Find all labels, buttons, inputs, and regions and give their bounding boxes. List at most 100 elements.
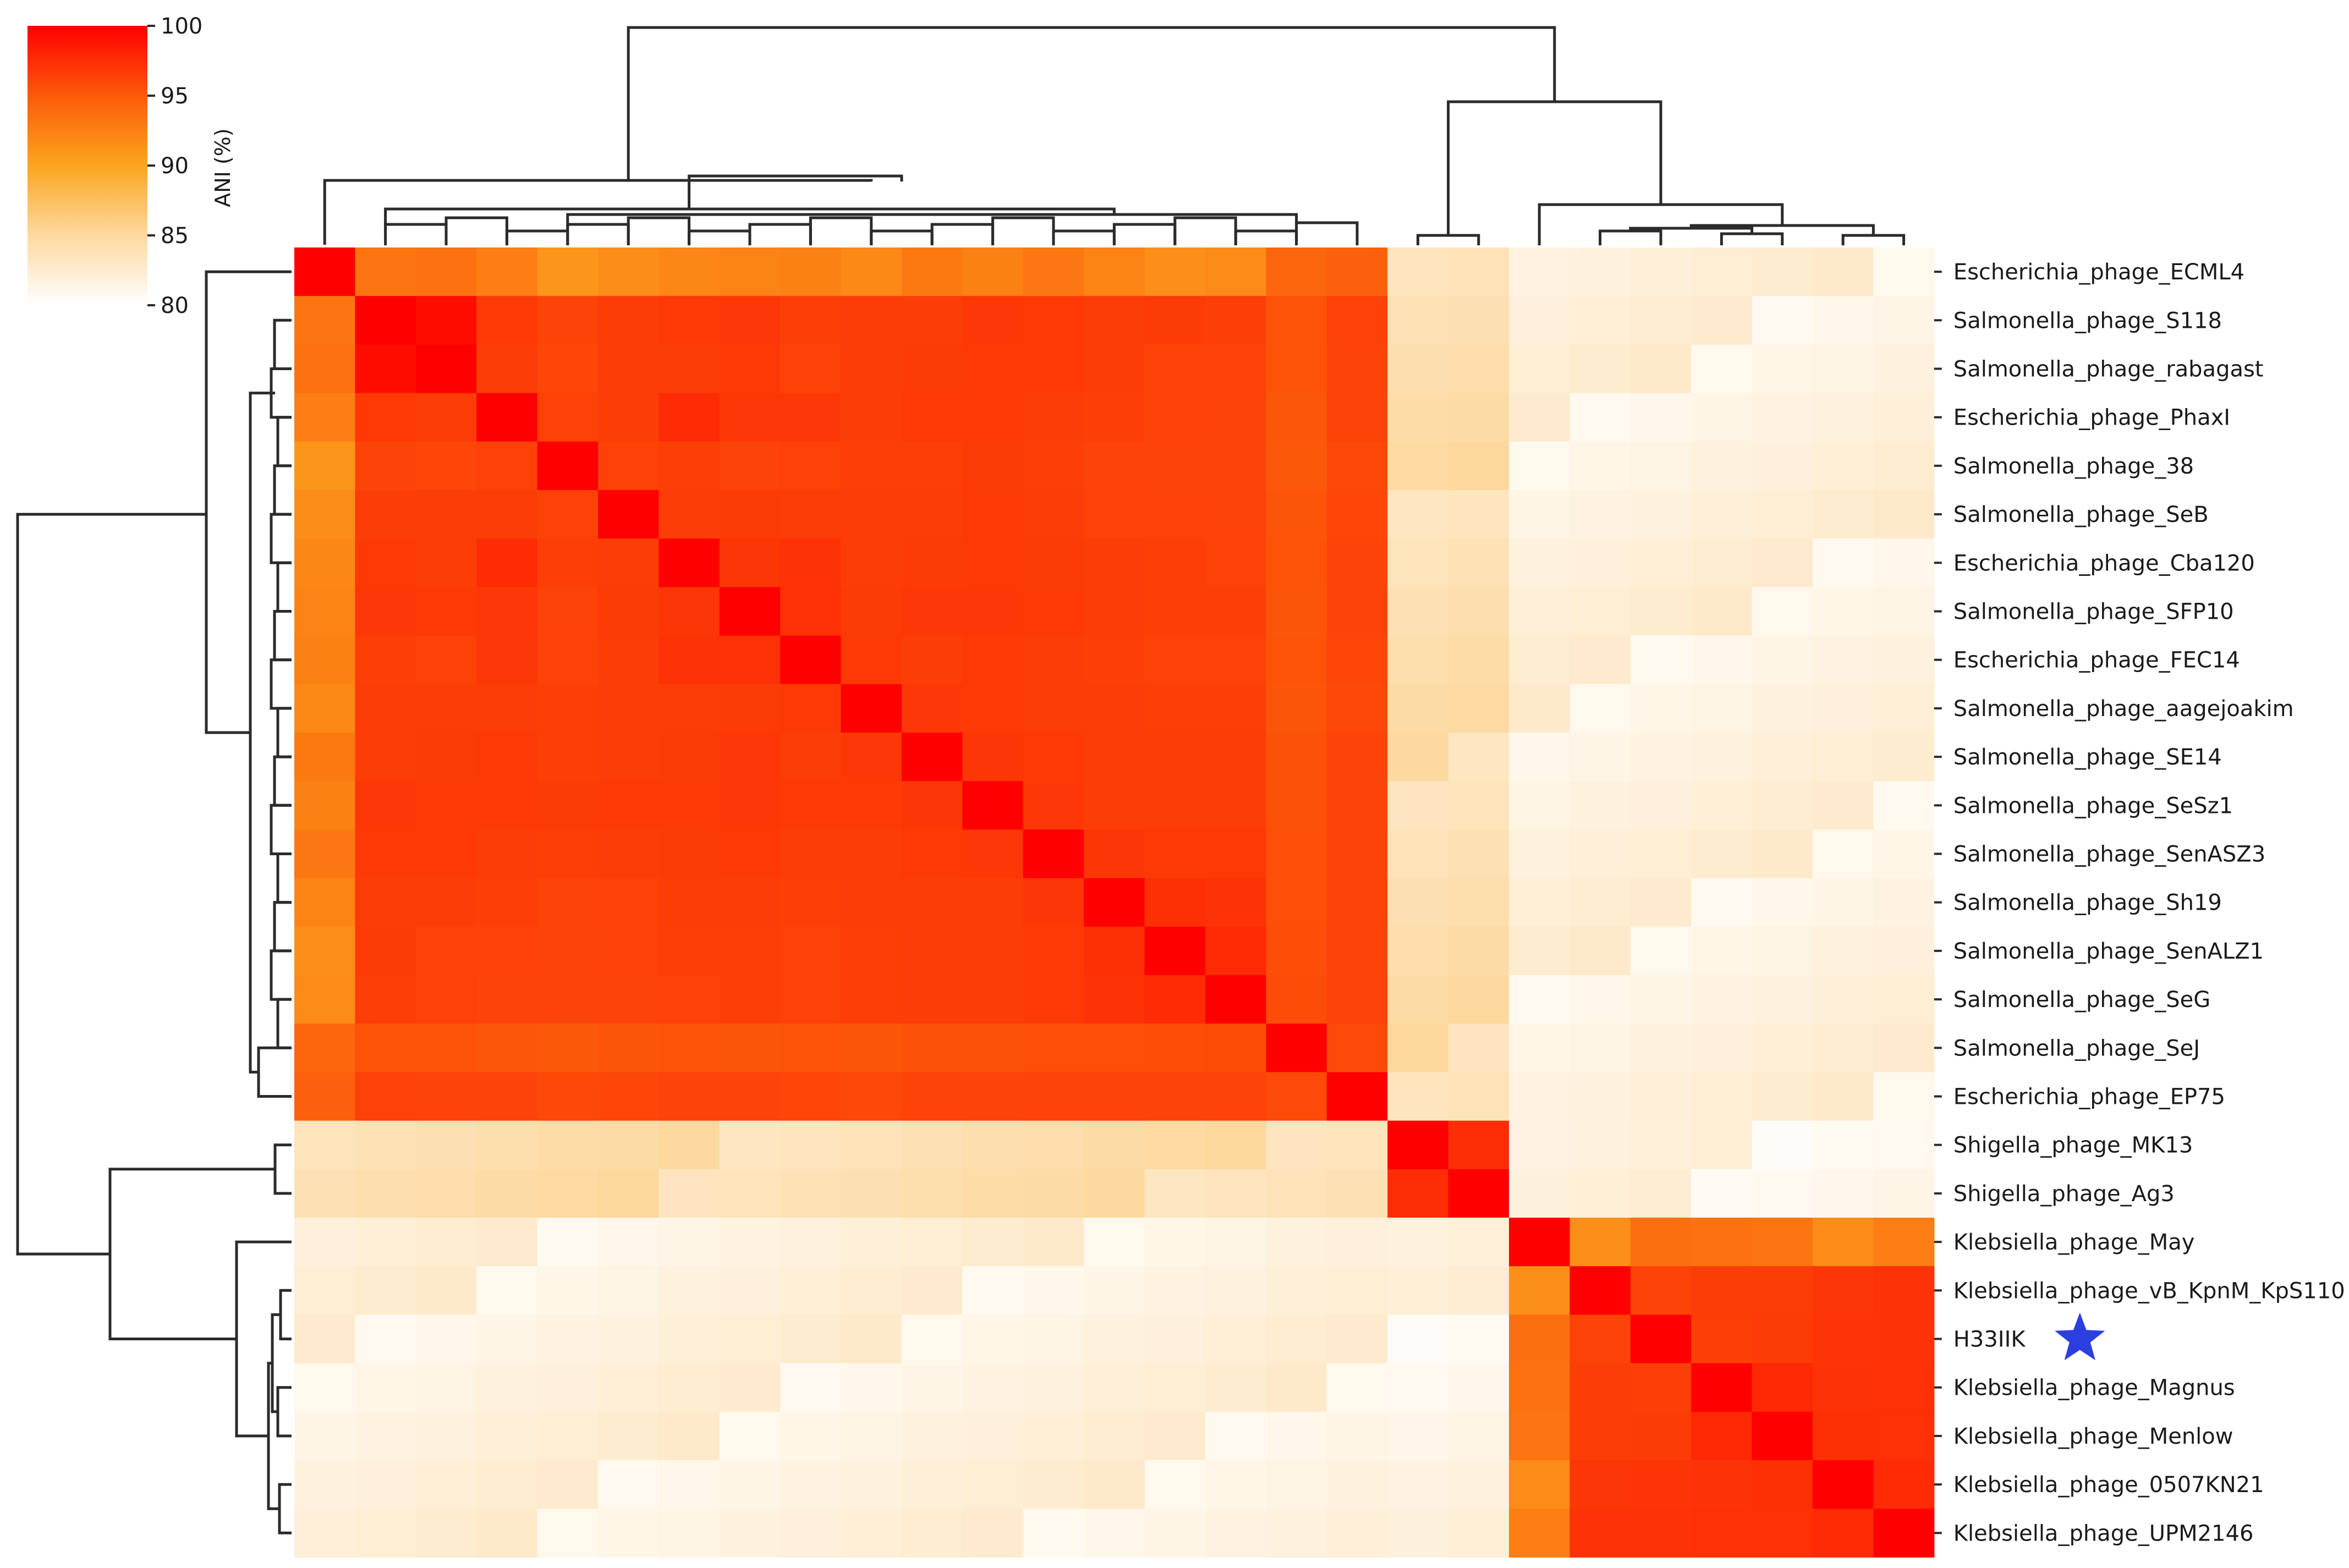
heatmap-cell: [1205, 733, 1266, 782]
heatmap-cell: [1752, 1169, 1813, 1218]
heatmap-cell: [1205, 1411, 1266, 1461]
heatmap-cell: [719, 829, 781, 879]
heatmap-cell: [1084, 587, 1145, 636]
heatmap-cell: [415, 1072, 477, 1121]
heatmap-cell: [1630, 1314, 1692, 1364]
heatmap-cell: [962, 635, 1024, 685]
heatmap-cell: [1326, 975, 1388, 1024]
heatmap-cell: [1509, 926, 1570, 976]
heatmap-cell: [780, 1072, 842, 1121]
heatmap-cell: [1509, 684, 1570, 733]
heatmap-cell: [1326, 538, 1388, 587]
heatmap-cell: [1023, 926, 1084, 976]
heatmap-cell: [1266, 1120, 1327, 1170]
heatmap-cell: [1569, 587, 1631, 636]
heatmap-cell: [294, 441, 355, 491]
heatmap-cell: [1873, 1072, 1935, 1121]
heatmap-cell: [1084, 733, 1145, 782]
heatmap-cell: [1448, 1411, 1510, 1461]
heatmap-cells: [294, 247, 1935, 1558]
heatmap-cell: [1144, 684, 1206, 733]
row-label: Klebsiella_phage_UPM2146: [1953, 1521, 2254, 1546]
heatmap-cell: [962, 781, 1024, 830]
heatmap-cell: [1691, 247, 1753, 296]
heatmap-cell: [1205, 393, 1266, 442]
heatmap-cell: [1752, 975, 1813, 1024]
heatmap-cell: [1509, 781, 1570, 830]
heatmap-cell: [1813, 296, 1874, 345]
heatmap-cell: [962, 684, 1024, 733]
heatmap-cell: [598, 975, 659, 1024]
heatmap-cell: [415, 1363, 477, 1412]
heatmap-cell: [1448, 684, 1510, 733]
row-label: Salmonella_phage_SeJ: [1953, 1036, 2200, 1061]
heatmap-cell: [1144, 1024, 1206, 1072]
heatmap-cell: [1266, 296, 1327, 345]
heatmap-cell: [1691, 975, 1753, 1024]
colorbar-label: ANI (%): [211, 128, 235, 207]
heatmap-cell: [1326, 441, 1388, 491]
row-label: Shigella_phage_MK13: [1953, 1133, 2193, 1158]
heatmap-cell: [1144, 1363, 1206, 1412]
heatmap-cell: [1205, 1460, 1266, 1509]
dendrogram-link: [809, 216, 873, 245]
heatmap-cell: [1326, 1218, 1388, 1267]
heatmap-cell: [537, 829, 599, 879]
heatmap-cell: [1023, 733, 1084, 782]
heatmap-cell: [1813, 1460, 1874, 1509]
heatmap-cell: [1752, 538, 1813, 587]
heatmap-cell: [902, 878, 963, 927]
dendrogram-link: [1841, 234, 1906, 245]
heatmap-cell: [415, 441, 477, 491]
heatmap-cell: [1144, 344, 1206, 394]
heatmap-cell: [1205, 829, 1266, 879]
heatmap-cell: [658, 975, 720, 1024]
column-dendrogram: [323, 26, 1906, 245]
heatmap-cell: [902, 1120, 963, 1170]
heatmap-cell: [902, 1363, 963, 1412]
heatmap-cell: [1569, 635, 1631, 685]
heatmap-cell: [1509, 635, 1570, 685]
heatmap-cell: [1387, 1024, 1449, 1072]
heatmap-cell: [415, 975, 477, 1024]
heatmap-cell: [294, 878, 355, 927]
heatmap-cell: [1509, 344, 1570, 394]
heatmap-cell: [415, 1169, 477, 1218]
heatmap-cell: [841, 538, 902, 587]
dendrogram-link: [566, 223, 630, 245]
heatmap-cell: [1448, 344, 1510, 394]
heatmap-cell: [841, 878, 902, 927]
heatmap-cell: [1630, 393, 1692, 442]
heatmap-cell: [1691, 1072, 1753, 1121]
heatmap-cell: [598, 878, 659, 927]
heatmap-cell: [355, 1024, 416, 1072]
heatmap-cell: [415, 781, 477, 830]
heatmap-cell: [537, 247, 599, 296]
heatmap-cell: [1630, 975, 1692, 1024]
heatmap-cell: [355, 1169, 416, 1218]
dendrogram-link: [279, 1289, 292, 1340]
dendrogram-link: [278, 1483, 292, 1534]
heatmap-cell: [1084, 1509, 1145, 1558]
heatmap-cell: [1144, 975, 1206, 1024]
heatmap-cell: [1873, 733, 1935, 782]
heatmap-cell: [1205, 878, 1266, 927]
heatmap-cell: [658, 296, 720, 345]
heatmap-cell: [902, 975, 963, 1024]
heatmap-cell: [658, 393, 720, 442]
heatmap-cell: [1205, 587, 1266, 636]
heatmap-cell: [1813, 393, 1874, 442]
heatmap-cell: [1144, 733, 1206, 782]
heatmap-cell: [294, 538, 355, 587]
heatmap-cell: [1448, 1218, 1510, 1267]
heatmap-cell: [1630, 344, 1692, 394]
heatmap-cell: [719, 490, 781, 539]
dendrogram-link: [444, 216, 508, 245]
heatmap-cell: [1873, 1314, 1935, 1364]
heatmap-cell: [780, 1266, 842, 1315]
heatmap-cell: [1326, 1363, 1388, 1412]
heatmap-cell: [1873, 441, 1935, 491]
heatmap-cell: [598, 296, 659, 345]
dendrogram-link: [384, 207, 1116, 231]
heatmap-cell: [598, 1314, 659, 1364]
